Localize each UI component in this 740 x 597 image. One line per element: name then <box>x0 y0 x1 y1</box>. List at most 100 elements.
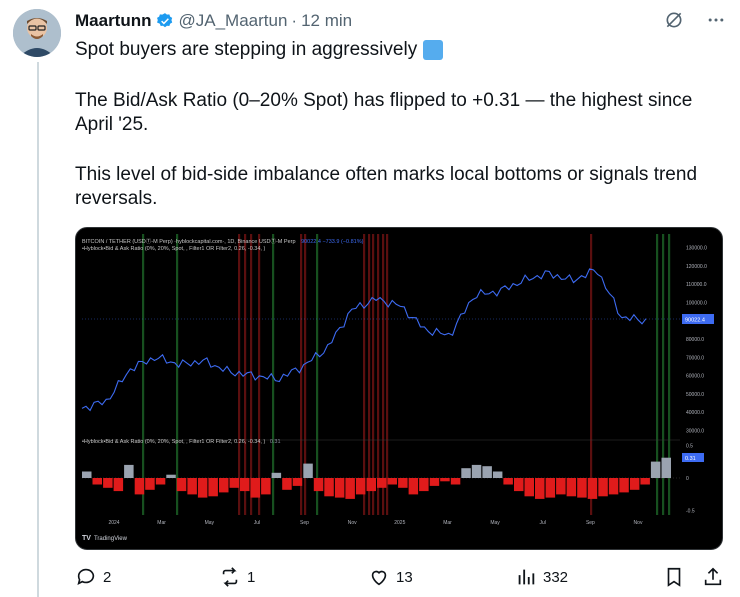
indicator-bar <box>482 466 492 478</box>
tradingview-logo: TV TradingView <box>82 535 127 542</box>
indicator-bar <box>661 457 671 478</box>
signal-band <box>372 234 375 515</box>
indicator-y-tick-label: -0.5 <box>686 509 695 515</box>
indicator-bar <box>197 478 208 498</box>
signal-band <box>176 234 179 515</box>
tradingview-brand: TradingView <box>93 535 127 542</box>
share-button[interactable] <box>702 566 724 588</box>
grok-icon[interactable] <box>664 10 684 30</box>
indicator-bar <box>598 478 608 497</box>
chart-symbol-line: BITCOIN / TETHER (USDⓉ-M Perp) ·hyblockc… <box>82 239 296 245</box>
repost-button[interactable]: 1 <box>219 566 255 588</box>
signal-band <box>363 234 366 515</box>
thread-connector-line <box>37 62 39 597</box>
indicator-bar <box>292 478 303 486</box>
indicator-bar <box>92 478 102 485</box>
indicator-bar <box>429 478 440 486</box>
indicator-bar <box>398 478 408 488</box>
price-series-line <box>81 268 647 412</box>
signal-band <box>238 234 241 515</box>
last-price-tag <box>682 314 714 324</box>
indicator-bar <box>640 478 650 485</box>
x-tick-label: 2024 <box>108 520 119 526</box>
signal-band <box>656 234 659 515</box>
tweet-actions: 2 1 13 332 <box>75 566 725 590</box>
chart-indicator-legend-2: •Hyblock•Bid & Ask Ratio (0%, 20%, Spot,… <box>82 439 281 445</box>
price-y-tick-label: 50000.0 <box>686 392 704 398</box>
reply-button[interactable]: 2 <box>75 566 111 588</box>
signal-band <box>668 234 671 515</box>
signal-band <box>250 234 253 515</box>
x-tick-label: May <box>205 520 215 526</box>
indicator-bar <box>345 478 355 499</box>
tweet-paragraph-3: This level of bid-side imbalance often m… <box>75 164 698 209</box>
price-y-tick-label: 60000.0 <box>686 374 704 380</box>
chart-image[interactable]: 130000.0120000.0110000.0100000.090000.08… <box>75 227 723 550</box>
bookmark-button[interactable] <box>663 566 685 588</box>
indicator-bar <box>229 478 239 488</box>
indicator-bar <box>556 478 566 495</box>
like-icon <box>371 570 387 586</box>
like-count: 13 <box>396 568 413 586</box>
repost-icon <box>222 567 238 587</box>
more-icon[interactable] <box>706 10 726 30</box>
indicator-bar <box>524 478 534 497</box>
chart-svg: 130000.0120000.0110000.0100000.090000.08… <box>81 234 714 526</box>
x-tick-label: 2025 <box>394 520 405 526</box>
tweet-text-line1: Spot buyers are stepping in aggressively <box>75 38 725 62</box>
x-tick-label: Mar <box>157 520 166 526</box>
tweet-paragraph-2: The Bid/Ask Ratio (0–20% Spot) has flipp… <box>75 90 693 135</box>
tradingview-logo-icon: TV <box>82 535 91 542</box>
indicator-bar <box>366 478 376 492</box>
indicator-bar <box>514 478 524 492</box>
avatar-image <box>13 9 61 57</box>
x-tick-label: Jul <box>254 520 260 526</box>
x-tick-label: Nov <box>348 520 357 526</box>
indicator-bar <box>250 478 261 498</box>
chart-symbol-header: BITCOIN / TETHER (USDⓉ-M Perp) ·hyblockc… <box>82 237 363 245</box>
indicator-bar <box>471 464 482 478</box>
views-button[interactable]: 332 <box>515 566 568 588</box>
x-tick-label: Nov <box>634 520 643 526</box>
indicator-bar <box>261 478 271 495</box>
post-time[interactable]: 12 min <box>301 11 353 30</box>
last-indicator-tag <box>682 453 704 462</box>
signal-band <box>272 234 275 515</box>
indicator-bar <box>176 478 187 492</box>
indicator-bar <box>629 478 640 490</box>
indicator-bar <box>566 478 577 497</box>
author-name[interactable]: Maartunn <box>75 11 152 30</box>
signal-band <box>386 234 389 515</box>
indicator-bar <box>282 478 292 490</box>
author-handle[interactable]: @JA_Maartun <box>178 11 288 30</box>
indicator-bar <box>208 478 218 497</box>
indicator-bar <box>166 474 176 478</box>
last-indicator-tag-label: 0.31 <box>685 456 696 462</box>
x-tick-label: Sep <box>300 520 309 526</box>
reply-count: 2 <box>103 568 112 586</box>
header-separator: · <box>291 11 298 30</box>
indicator-bar <box>619 478 629 493</box>
avatar[interactable] <box>13 9 61 57</box>
indicator-bar <box>577 478 587 498</box>
price-y-tick-label: 130000.0 <box>686 246 707 252</box>
blue-square-emoji-icon <box>423 40 444 60</box>
indicator-bar <box>440 478 450 482</box>
indicator-bar <box>124 464 134 478</box>
price-y-tick-label: 30000.0 <box>686 428 704 434</box>
indicator-bar <box>145 478 155 490</box>
header-actions <box>664 10 726 30</box>
indicator-bar <box>450 478 461 485</box>
x-tick-label: Jul <box>539 520 545 526</box>
price-y-tick-label: 110000.0 <box>686 282 707 288</box>
share-icon <box>704 567 722 586</box>
indicator-bar <box>377 478 387 488</box>
indicator-bar <box>113 478 124 492</box>
signal-band <box>300 234 303 515</box>
bookmark-icon <box>667 567 681 587</box>
indicator-y-tick-label: 0.5 <box>686 443 693 449</box>
like-button[interactable]: 13 <box>368 566 413 588</box>
views-count: 332 <box>543 568 569 586</box>
indicator-bar <box>134 478 145 495</box>
tweet-header: Maartunn @JA_Maartun · 12 min <box>75 10 352 32</box>
